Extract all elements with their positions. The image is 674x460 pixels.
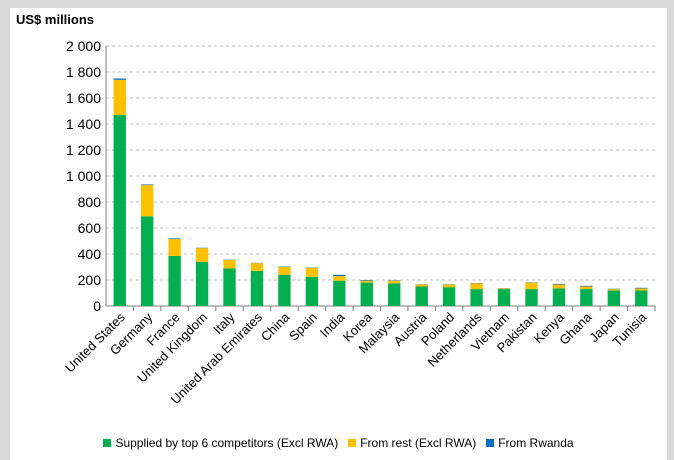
bar-segment bbox=[442, 287, 456, 306]
y-tick-label: 1 200 bbox=[66, 142, 101, 158]
bar-segment bbox=[113, 78, 126, 80]
legend-item: Supplied by top 6 competitors (Excl RWA) bbox=[103, 436, 338, 450]
bar-segment bbox=[113, 79, 126, 115]
bar-segment bbox=[250, 263, 264, 271]
bar-segment bbox=[388, 280, 401, 284]
bar-segment bbox=[278, 267, 291, 275]
x-tick-label: Ghana bbox=[556, 309, 595, 348]
legend-label: From Rwanda bbox=[498, 436, 574, 450]
bar-segment bbox=[525, 282, 538, 290]
y-tick-label: 600 bbox=[78, 220, 102, 236]
legend-swatch bbox=[348, 439, 357, 447]
bar-segment bbox=[140, 184, 154, 186]
bar-segment bbox=[223, 268, 236, 306]
bar-segment bbox=[580, 285, 593, 287]
bar-segment bbox=[195, 248, 209, 262]
bar-segment bbox=[223, 259, 236, 269]
bar-segment bbox=[415, 284, 428, 287]
legend-item: From rest (Excl RWA) bbox=[348, 436, 476, 450]
bar-segment bbox=[497, 288, 511, 290]
bar-segment bbox=[580, 286, 593, 290]
bar-segment bbox=[250, 270, 264, 306]
legend-item: From Rwanda bbox=[486, 436, 574, 450]
bar-segment bbox=[305, 276, 319, 306]
bar-segment bbox=[333, 276, 346, 281]
bar-segment bbox=[470, 283, 483, 290]
bar-segment bbox=[140, 185, 154, 217]
bar-segment bbox=[360, 282, 373, 306]
x-tick-label: China bbox=[258, 309, 293, 344]
y-tick-label: 400 bbox=[78, 246, 102, 262]
bar-segment bbox=[635, 288, 648, 291]
bar-segment bbox=[305, 267, 319, 277]
bar-segment bbox=[360, 280, 373, 283]
bar-segment bbox=[607, 289, 621, 291]
bar-segment bbox=[388, 283, 401, 306]
legend-swatch bbox=[103, 439, 112, 447]
legend-label: Supplied by top 6 competitors (Excl RWA) bbox=[115, 436, 339, 450]
bar-segment bbox=[333, 274, 346, 277]
bar-segment bbox=[470, 289, 483, 306]
bar-segment bbox=[552, 288, 566, 306]
y-tick-label: 1 800 bbox=[66, 64, 101, 80]
bar-segment bbox=[415, 286, 428, 306]
y-tick-label: 200 bbox=[78, 272, 102, 288]
bar-segment bbox=[442, 284, 456, 288]
bar-segment bbox=[168, 255, 181, 306]
bar-segment bbox=[635, 290, 648, 306]
bar-segment bbox=[552, 283, 566, 285]
bar-segment bbox=[607, 290, 621, 306]
x-tick-label: Spain bbox=[286, 310, 320, 344]
chart-panel: US$ millions 0 200 400 600 800 1 000 1 200 1 40… bbox=[10, 8, 667, 460]
legend-label: From rest (Excl RWA) bbox=[360, 436, 477, 450]
y-tick-label: 2 000 bbox=[66, 38, 101, 54]
y-tick-label: 0 bbox=[93, 298, 101, 314]
bar-segment bbox=[168, 238, 181, 240]
y-axis-label: US$ millions bbox=[16, 12, 95, 27]
bar-segment bbox=[195, 261, 209, 306]
bar-segment bbox=[140, 216, 154, 306]
bar-segment bbox=[113, 114, 126, 307]
bar-segment bbox=[525, 289, 538, 306]
y-tick-label: 1 400 bbox=[66, 116, 101, 132]
y-tick-label: 1 600 bbox=[66, 90, 101, 106]
y-tick-label: 1 000 bbox=[66, 168, 101, 184]
y-tick-label: 800 bbox=[78, 194, 102, 210]
bar-segment bbox=[333, 280, 346, 306]
bar-segment bbox=[360, 280, 373, 281]
bar-segment bbox=[635, 287, 648, 289]
legend-swatch bbox=[486, 439, 495, 447]
bar-segment bbox=[278, 274, 291, 306]
legend: Supplied by top 6 competitors (Excl RWA)… bbox=[10, 436, 667, 450]
bar-segment bbox=[168, 239, 181, 256]
bar-chart: 0 200 400 600 800 1 000 1 200 1 400 1 600 1 800 2 … bbox=[62, 38, 656, 407]
bar-segment bbox=[497, 289, 511, 306]
bar-segment bbox=[580, 289, 593, 306]
bar-segment bbox=[552, 284, 566, 289]
